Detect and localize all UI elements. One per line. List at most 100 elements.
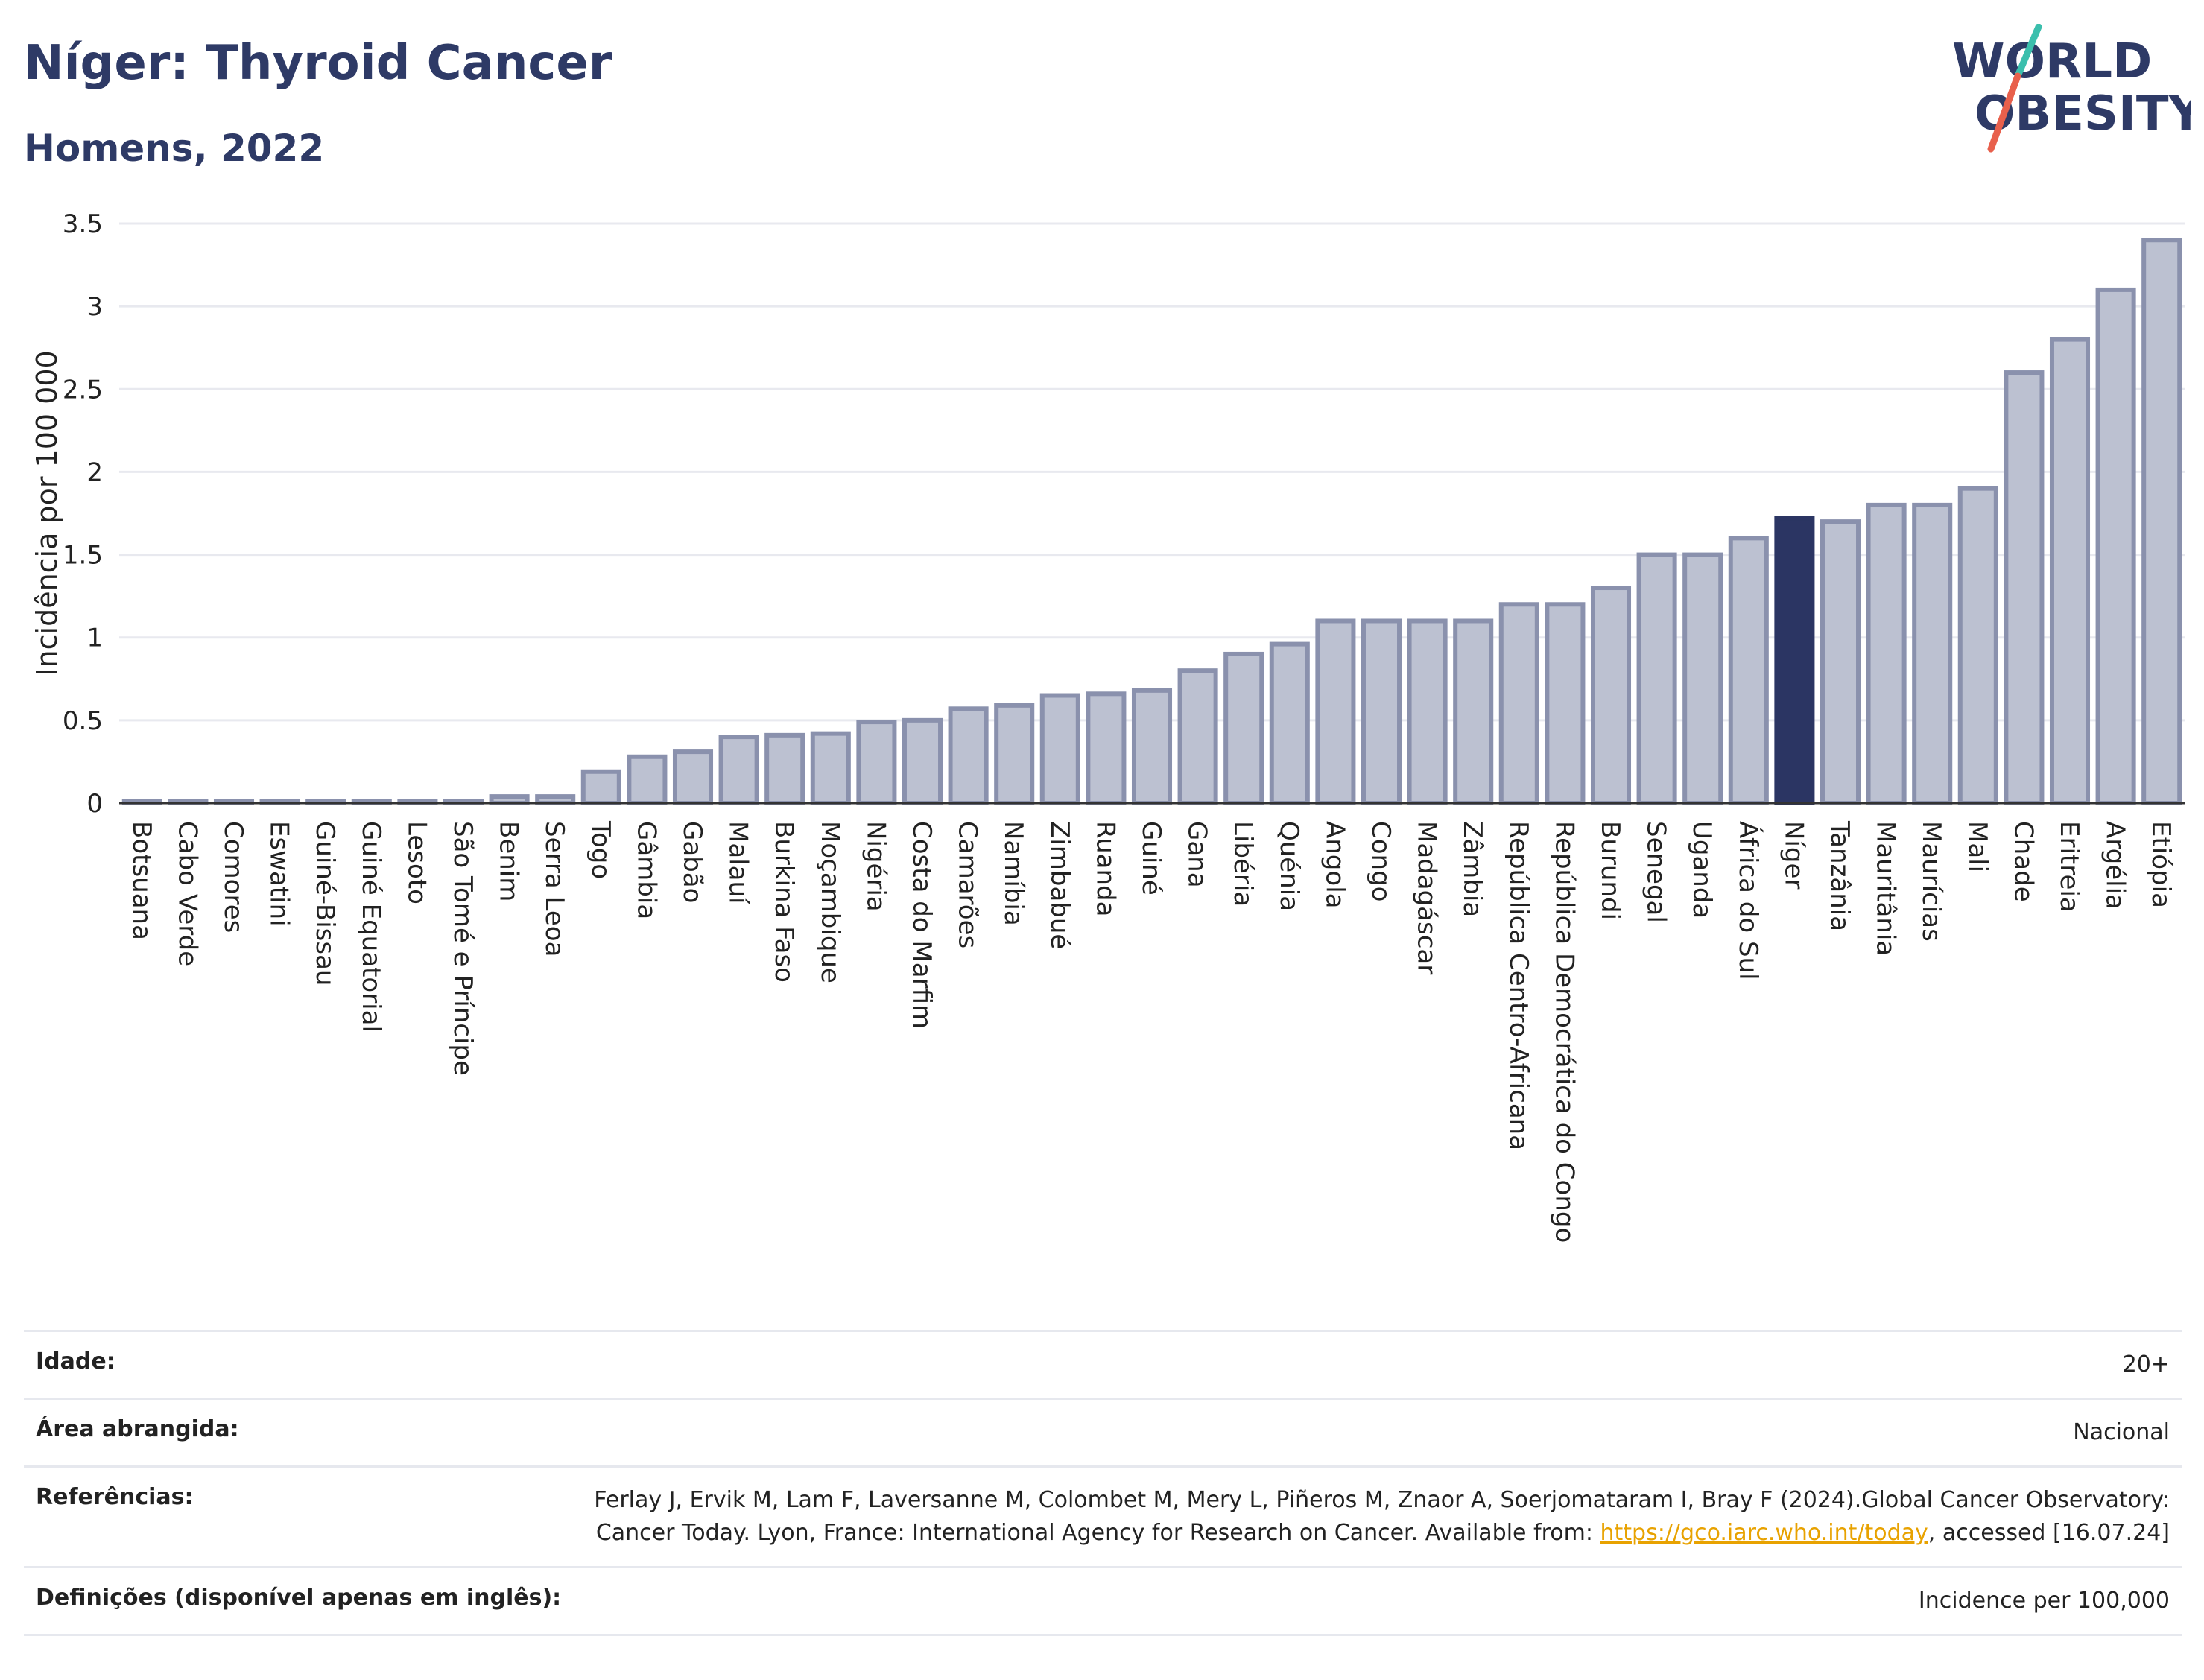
bars bbox=[121, 238, 2182, 806]
chart-title: Níger: Thyroid Cancer bbox=[24, 36, 612, 91]
info-table: Idade: 20+ Área abrangida: Nacional Refe… bbox=[24, 1330, 2182, 1636]
bar[interactable] bbox=[1820, 519, 1861, 805]
bar[interactable] bbox=[1912, 502, 1953, 806]
info-row-area: Área abrangida: Nacional bbox=[24, 1398, 2182, 1465]
logo-slash-teal bbox=[2014, 24, 2042, 80]
x-tick-label: Burundi bbox=[1595, 821, 1625, 920]
bar[interactable] bbox=[948, 706, 989, 805]
bar-chart: 0 0.5 1 1.5 2 2.5 3 3.5 Botsuana Cabo Verde Comor… bbox=[31, 209, 2185, 1243]
bar[interactable] bbox=[1131, 688, 1173, 805]
bar[interactable] bbox=[1498, 602, 1539, 805]
y-tick-label: 3.5 bbox=[63, 209, 103, 239]
x-tick-label: Gana bbox=[1182, 821, 1212, 888]
x-tick-label: África do Sul bbox=[1733, 821, 1764, 980]
y-tick-label: 3 bbox=[86, 292, 103, 322]
reference-link[interactable]: https://gco.iarc.who.int/today bbox=[1600, 1520, 1928, 1546]
bar[interactable] bbox=[1682, 552, 1723, 805]
bar[interactable] bbox=[1407, 618, 1448, 805]
x-tick-label: Eswatini bbox=[265, 821, 294, 927]
bar[interactable] bbox=[1590, 586, 1632, 805]
bar[interactable] bbox=[1315, 618, 1356, 805]
bar-highlight[interactable] bbox=[1774, 516, 1815, 805]
bar[interactable] bbox=[856, 720, 897, 806]
x-tick-label: Gâmbia bbox=[631, 821, 661, 919]
x-tick-label: Botsuana bbox=[127, 821, 156, 940]
x-tick-label: Libéria bbox=[1228, 821, 1258, 907]
info-value-definitions: Incidence per 100,000 bbox=[1918, 1588, 2170, 1614]
bar[interactable] bbox=[1269, 641, 1310, 805]
chart-subtitle: Homens, 2022 bbox=[24, 127, 325, 170]
bar[interactable] bbox=[718, 735, 759, 805]
x-tick-label: Etiópia bbox=[2146, 821, 2176, 908]
x-tick-label: Ruanda bbox=[1090, 821, 1120, 916]
x-tick-label: Benim bbox=[494, 821, 524, 901]
y-tick-label: 1 bbox=[86, 624, 103, 653]
bar[interactable] bbox=[810, 731, 851, 806]
x-tick-label: República Democrática do Congo bbox=[1549, 821, 1579, 1243]
bar[interactable] bbox=[672, 749, 714, 805]
x-tick-label: Congo bbox=[1366, 821, 1396, 901]
bar[interactable] bbox=[1453, 618, 1494, 805]
x-tick-label: Argélia bbox=[2100, 821, 2130, 910]
bar[interactable] bbox=[902, 717, 943, 805]
bar[interactable] bbox=[1177, 668, 1218, 806]
x-tick-label: Mali bbox=[1963, 821, 1992, 872]
y-tick-label: 2.5 bbox=[63, 375, 103, 405]
bar[interactable] bbox=[580, 769, 621, 806]
y-tick-label: 2 bbox=[86, 457, 103, 487]
bar[interactable] bbox=[1086, 691, 1127, 806]
bar[interactable] bbox=[2095, 287, 2136, 805]
y-tick-label: 0.5 bbox=[63, 706, 103, 736]
info-key-age: Idade: bbox=[36, 1348, 115, 1375]
bar[interactable] bbox=[1636, 552, 1677, 805]
bar[interactable] bbox=[1866, 502, 1907, 806]
x-tick-label: Zâmbia bbox=[1457, 821, 1487, 917]
x-tick-label: Níger bbox=[1779, 821, 1808, 889]
bar[interactable] bbox=[2004, 370, 2045, 805]
x-tick-label: Camarões bbox=[953, 821, 983, 948]
bar[interactable] bbox=[1223, 651, 1264, 806]
x-tick-label: República Centro-Africana bbox=[1504, 821, 1533, 1150]
bar[interactable] bbox=[2141, 238, 2182, 805]
x-tick-label: Madagáscar bbox=[1412, 821, 1442, 974]
x-tick-label: Costa do Marfim bbox=[907, 821, 937, 1029]
bar[interactable] bbox=[1039, 693, 1080, 805]
x-tick-label: Serra Leoa bbox=[539, 821, 569, 957]
reference-text: Ferlay J, Ervik M, Lam F, Laversanne M, … bbox=[594, 1487, 2170, 1546]
category-labels: Botsuana Cabo Verde Comores Eswatini Guiné-B… bbox=[127, 820, 2176, 1243]
info-row-age: Idade: 20+ bbox=[24, 1330, 2182, 1398]
info-key-definitions: Definições (disponível apenas em inglês)… bbox=[36, 1585, 562, 1611]
info-value-references: Ferlay J, Ervik M, Lam F, Laversanne M, … bbox=[568, 1484, 2170, 1550]
bar[interactable] bbox=[1545, 602, 1586, 805]
info-key-area: Área abrangida: bbox=[36, 1416, 239, 1442]
x-tick-label: Quénia bbox=[1274, 821, 1304, 911]
y-tick-label: 1.5 bbox=[63, 541, 103, 571]
info-row-definitions: Definições (disponível apenas em inglês)… bbox=[24, 1566, 2182, 1636]
x-tick-label: Guiné Equatorial bbox=[356, 821, 386, 1033]
bar[interactable] bbox=[764, 732, 805, 805]
x-tick-label: Angola bbox=[1320, 821, 1349, 908]
info-key-references: Referências: bbox=[36, 1484, 194, 1510]
bar[interactable] bbox=[627, 754, 668, 806]
logo-slash-coral bbox=[1987, 72, 2021, 153]
x-tick-label: Togo bbox=[586, 820, 615, 879]
x-tick-label: Tanzânia bbox=[1825, 820, 1855, 931]
x-tick-label: Chade bbox=[2008, 821, 2038, 902]
world-obesity-logo[interactable]: WORLD OBESITY bbox=[1937, 24, 2191, 158]
axes: 0 0.5 1 1.5 2 2.5 3 3.5 bbox=[63, 209, 2185, 819]
bar[interactable] bbox=[1957, 486, 1998, 806]
bar[interactable] bbox=[1361, 618, 1402, 805]
x-tick-label: Zimbabué bbox=[1045, 821, 1074, 949]
bar[interactable] bbox=[2049, 337, 2091, 806]
bar[interactable] bbox=[1728, 536, 1769, 805]
bar[interactable] bbox=[994, 703, 1035, 806]
x-tick-label: Namíbia bbox=[998, 821, 1028, 926]
x-tick-label: Gabão bbox=[677, 821, 707, 903]
logo-word-world: WORLD bbox=[1952, 34, 2152, 89]
y-tick-label: 0 bbox=[86, 789, 103, 819]
x-tick-label: Eritreia bbox=[2054, 821, 2084, 913]
x-tick-label: São Tomé e Príncipe bbox=[448, 821, 478, 1076]
x-tick-label: Moçambique bbox=[815, 821, 845, 983]
x-tick-label: Comores bbox=[218, 821, 248, 933]
x-tick-label: Uganda bbox=[1687, 821, 1717, 919]
